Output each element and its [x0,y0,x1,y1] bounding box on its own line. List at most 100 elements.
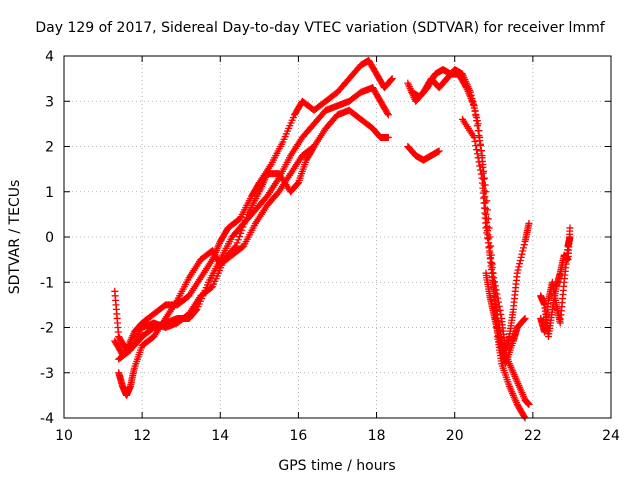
data-point-marker [237,229,245,237]
series-track-i [482,269,529,368]
x-tick-label: 16 [290,428,308,444]
data-point-marker [474,127,482,135]
data-point-marker [477,166,485,174]
data-point-marker [472,112,480,120]
data-point-marker [477,147,485,155]
chart-title: Day 129 of 2017, Sidereal Day-to-day VTE… [35,20,605,36]
data-point-marker [238,226,246,234]
data-point-marker [491,282,499,290]
x-tick-label: 22 [524,428,542,444]
data-point-marker [472,142,480,150]
series-track-g [404,143,443,164]
series-track-c [115,106,392,399]
y-tick-label: 2 [45,140,54,156]
data-point-marker [515,263,523,271]
data-point-marker [496,306,504,314]
data-point-marker [482,224,490,232]
grid-lines [64,56,611,418]
y-tick-label: 3 [45,94,54,110]
data-point-marker [485,244,493,252]
data-point-marker [473,146,481,154]
x-tick-label: 20 [446,428,464,444]
series-track-d [115,143,318,363]
data-point-marker [513,269,521,277]
data-point-marker [470,133,478,141]
x-tick-label: 10 [55,428,73,444]
data-point-marker [476,162,484,170]
data-point-marker [473,117,481,125]
data-point-marker [242,214,250,222]
data-point-marker [240,220,248,228]
y-tick-label: 0 [45,230,54,246]
data-point-marker [475,158,483,166]
data-point-marker [470,102,478,110]
x-tick-label: 12 [133,428,151,444]
data-point-marker [491,278,499,286]
data-point-marker [232,242,240,250]
data-point-marker [435,147,443,155]
data-point-marker [484,234,492,242]
data-point-marker [487,259,495,267]
data-point-marker [514,266,522,274]
data-point-marker [233,239,241,247]
data-point-marker [486,249,494,257]
data-point-marker [494,298,502,306]
data-point-marker [480,175,488,183]
plot-frame [63,55,612,419]
data-point-marker [516,260,524,268]
x-tick-label: 18 [368,428,386,444]
data-point-marker [520,241,528,249]
data-point-marker [495,302,503,310]
data-point-marker [234,236,242,244]
data-point-marker [566,224,574,232]
data-point-marker [520,315,528,323]
data-point-marker [474,154,482,162]
data-point-marker [519,247,527,255]
data-point-marker [473,150,481,158]
data-point-marker [516,257,524,265]
data-point-marker [384,109,392,117]
y-tick-label: 4 [45,49,54,65]
series-track-k [537,233,574,336]
data-point-marker [493,290,501,298]
data-point-marker [484,239,492,247]
data-point-marker [518,250,526,258]
y-axis-ticks: -4 -3 -2 -1 0 1 2 3 4 [40,49,611,427]
x-tick-label: 24 [602,428,620,444]
data-points [111,57,574,422]
data-point-marker [517,253,525,261]
data-point-marker [525,219,533,227]
data-point-marker [387,76,395,84]
x-axis-ticks: 10 12 14 16 18 20 22 24 [55,56,620,444]
data-point-marker [566,233,574,241]
data-point-marker [471,138,479,146]
data-point-marker [489,269,497,277]
data-point-marker [525,400,533,408]
data-point-marker [476,137,484,145]
data-point-marker [388,75,396,83]
data-point-marker [478,152,486,160]
y-tick-label: 1 [45,185,54,201]
data-point-marker [384,133,392,141]
data-point-marker [241,217,249,225]
data-point-marker [477,170,485,178]
data-point-marker [384,111,392,119]
y-tick-label: -4 [40,411,54,427]
data-point-marker [309,144,317,152]
data-point-marker [231,243,239,251]
series-track-h [459,115,533,354]
x-tick-label: 14 [211,428,229,444]
x-axis-label: GPS time / hours [278,458,395,474]
data-point-marker [492,286,500,294]
data-point-marker [494,294,502,302]
data-point-marker [488,264,496,272]
data-point-marker [473,122,481,130]
y-tick-label: -2 [40,321,54,337]
series-track-a [111,57,396,354]
data-point-marker [487,254,495,262]
data-point-marker [490,274,498,282]
data-point-marker [294,180,302,188]
data-point-marker [521,314,529,322]
data-point-marker [483,229,491,237]
